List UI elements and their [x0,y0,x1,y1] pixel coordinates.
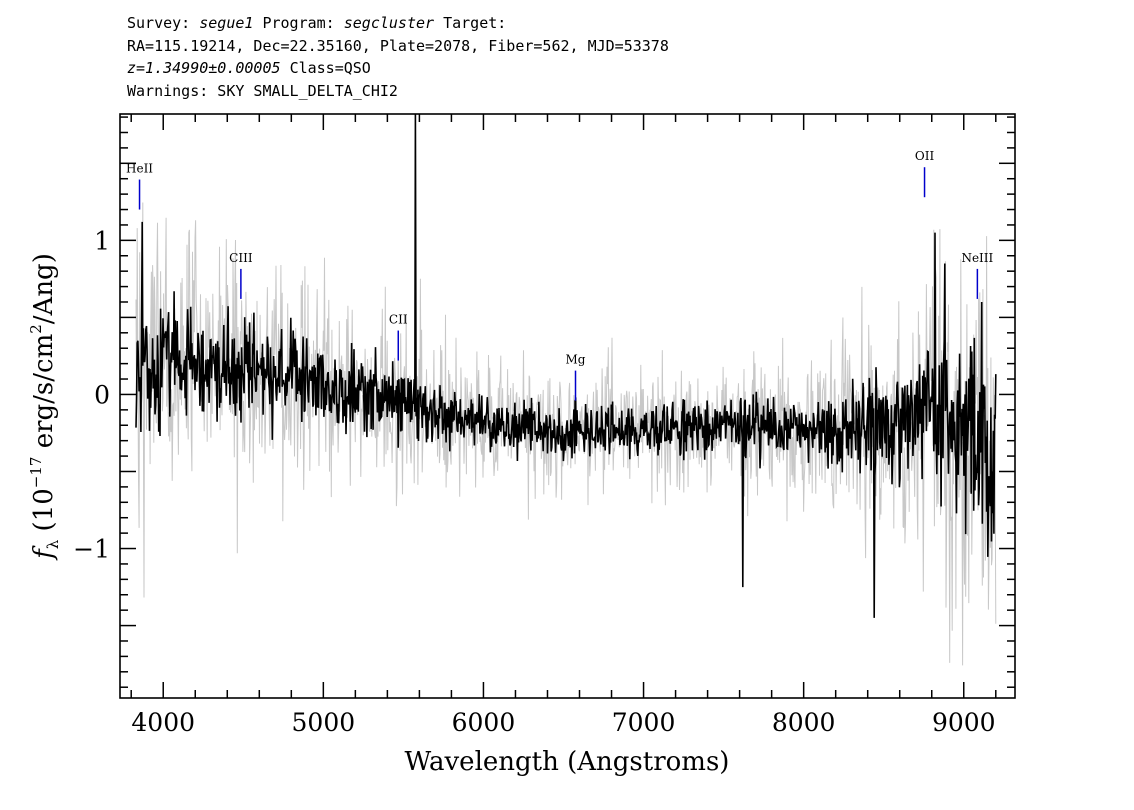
survey-line: Survey: segue1 Program: segcluster Targe… [127,12,1027,35]
line-label: OII [915,149,935,163]
x-tick-label: 4000 [131,708,195,737]
redshift-line: z=1.34990±0.00005 Class=QSO [127,57,1027,80]
y-tick-label: 1 [94,226,110,255]
emission-line-markers: HeII CIII CII Mg OII NeIII [126,149,994,401]
class-value: Class=QSO [289,59,371,77]
line-label: NeIII [961,251,993,265]
y-tick-label: −1 [73,535,110,564]
line-label: CIII [229,251,253,265]
flux-series [135,114,997,618]
x-tick-label: 5000 [292,708,356,737]
coords-line: RA=115.19214, Dec=22.35160, Plate=2078, … [127,36,669,55]
y-axis-title: fλ (10−17 erg/s/cm2/Ang) [27,253,62,561]
x-tick-label: 6000 [452,708,516,737]
target-label: Target: [443,14,507,32]
x-tick-label: 9000 [932,708,996,737]
x-tick-label: 7000 [612,708,676,737]
spectrum-header: Survey: segue1 Program: segcluster Targe… [127,12,1027,102]
survey-name: segue1 [199,14,254,32]
survey-prefix: Survey: [127,14,191,32]
line-label: HeII [126,162,153,176]
redshift-value: z=1.34990±0.00005 [127,59,281,77]
program-prefix: Program: [262,14,335,32]
y-tick-label: 0 [94,380,110,409]
y-tick-labels: −1 0 1 [73,226,110,563]
line-label: CII [389,313,408,327]
axis-ticks [120,114,1015,698]
program-name: segcluster [343,14,435,32]
warnings-line: Warnings: SKY SMALL_DELTA_CHI2 [127,81,398,100]
flux-line [135,114,997,618]
x-tick-labels: 4000 5000 6000 7000 8000 9000 [131,708,995,737]
line-label: Mg [566,353,586,367]
x-axis-title: Wavelength (Angstroms) [405,747,730,777]
plot-frame [119,113,1016,699]
x-tick-label: 8000 [772,708,836,737]
